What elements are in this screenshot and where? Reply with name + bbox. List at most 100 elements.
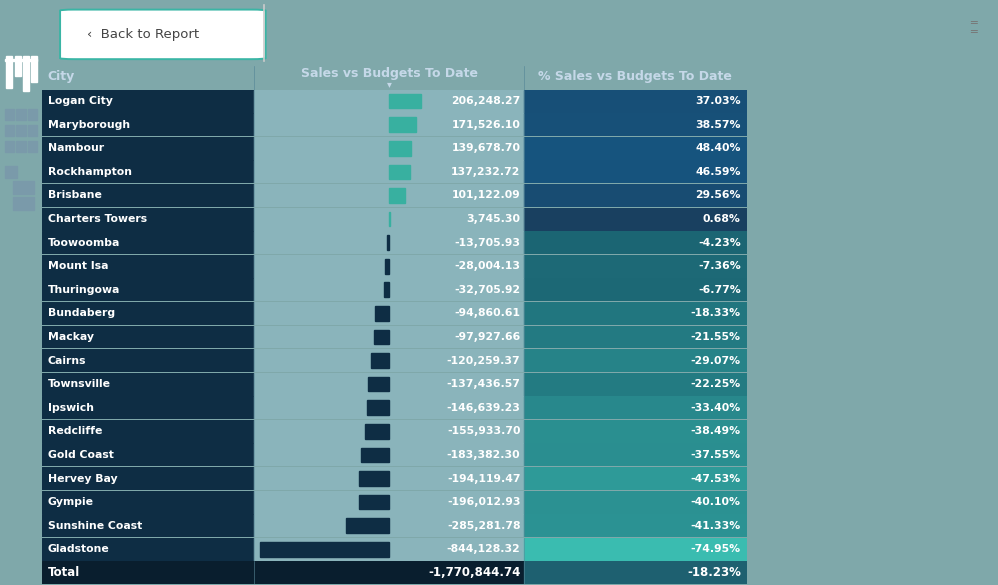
Bar	[254, 113, 524, 136]
Bar	[524, 231, 747, 254]
Text: -6.77%: -6.77%	[699, 285, 741, 295]
Text: Gladstone: Gladstone	[48, 544, 110, 554]
Text: -97,927.66: -97,927.66	[454, 332, 520, 342]
Text: 139,678.70: 139,678.70	[451, 143, 520, 153]
Bar	[28, 141, 37, 152]
Bar	[5, 166, 17, 178]
Bar	[32, 56, 37, 82]
Bar	[16, 125, 26, 136]
Text: -146,639.23: -146,639.23	[446, 402, 520, 413]
Bar	[16, 141, 26, 152]
Bar	[254, 90, 524, 112]
Text: -196,012.93: -196,012.93	[447, 497, 520, 507]
Bar	[524, 278, 747, 301]
Text: ‹  Back to Report: ‹ Back to Report	[87, 28, 199, 41]
Bar	[524, 302, 747, 325]
Bar	[5, 109, 14, 120]
Text: -155,933.70: -155,933.70	[447, 426, 520, 436]
Bar	[254, 302, 524, 325]
Text: -18.33%: -18.33%	[691, 308, 741, 318]
Text: -285,281.78: -285,281.78	[447, 521, 520, 531]
Bar	[524, 467, 747, 490]
Bar	[524, 90, 747, 112]
Bar	[524, 420, 747, 443]
Bar	[28, 109, 37, 120]
Bar	[384, 283, 389, 297]
Bar	[42, 208, 254, 230]
Bar	[385, 259, 389, 274]
Text: -41.33%: -41.33%	[691, 521, 741, 531]
Bar	[254, 373, 524, 395]
Bar	[42, 443, 254, 466]
Bar	[13, 181, 34, 194]
Text: -47.53%: -47.53%	[691, 473, 741, 484]
Bar	[371, 353, 389, 368]
Bar	[5, 125, 14, 136]
Bar	[374, 306, 389, 321]
Text: ▾: ▾	[387, 80, 391, 90]
Text: 37.03%: 37.03%	[696, 96, 741, 106]
Bar	[42, 137, 254, 160]
Text: 48.40%: 48.40%	[696, 143, 741, 153]
Bar	[254, 514, 524, 537]
Bar	[254, 325, 524, 349]
Bar	[524, 325, 747, 349]
Bar	[524, 208, 747, 230]
Text: Sales vs Budgets To Date: Sales vs Budgets To Date	[300, 67, 478, 80]
Bar	[16, 109, 26, 120]
Bar	[524, 514, 747, 537]
Text: -7.36%: -7.36%	[699, 261, 741, 271]
Bar	[524, 113, 747, 136]
Bar	[366, 400, 389, 415]
Text: -21.55%: -21.55%	[691, 332, 741, 342]
Bar	[254, 231, 524, 254]
Bar	[524, 137, 747, 160]
Bar	[524, 562, 747, 584]
Bar	[524, 255, 747, 278]
Text: -74.95%: -74.95%	[691, 544, 741, 554]
Bar	[359, 495, 389, 510]
Text: 38.57%: 38.57%	[696, 120, 741, 130]
Bar	[42, 90, 254, 112]
Bar	[254, 420, 524, 443]
Text: Townsville: Townsville	[48, 379, 111, 389]
Bar	[254, 562, 524, 584]
Bar	[524, 184, 747, 207]
FancyBboxPatch shape	[60, 9, 265, 59]
Text: -13,705.93: -13,705.93	[454, 238, 520, 247]
Bar	[254, 467, 524, 490]
Bar	[6, 56, 12, 88]
Bar	[359, 471, 389, 486]
Text: Gold Coast: Gold Coast	[48, 450, 114, 460]
Text: -18.23%: -18.23%	[687, 566, 741, 579]
Bar	[28, 125, 37, 136]
Bar	[254, 278, 524, 301]
Bar	[42, 538, 254, 560]
Text: Bundaberg: Bundaberg	[48, 308, 115, 318]
Text: -37.55%: -37.55%	[691, 450, 741, 460]
Bar	[524, 349, 747, 372]
Text: Gympie: Gympie	[48, 497, 94, 507]
Text: -94,860.61: -94,860.61	[454, 308, 520, 318]
Bar	[42, 184, 254, 207]
Bar	[254, 538, 524, 560]
Text: -1,770,844.74: -1,770,844.74	[428, 566, 520, 579]
Text: Mackay: Mackay	[48, 332, 94, 342]
Bar	[524, 373, 747, 395]
Text: Brisbane: Brisbane	[48, 191, 102, 201]
Bar	[254, 208, 524, 230]
Text: 206,248.27: 206,248.27	[451, 96, 520, 106]
Bar	[389, 188, 405, 203]
Bar	[254, 491, 524, 514]
Text: Hervey Bay: Hervey Bay	[48, 473, 117, 484]
Bar	[254, 443, 524, 466]
Text: 3,745.30: 3,745.30	[466, 214, 520, 224]
Text: -33.40%: -33.40%	[691, 402, 741, 413]
Bar	[13, 197, 34, 210]
Bar	[389, 118, 415, 132]
Bar	[254, 255, 524, 278]
Bar	[23, 56, 29, 91]
Text: -137,436.57: -137,436.57	[446, 379, 520, 389]
Bar	[42, 325, 254, 349]
Bar	[524, 160, 747, 183]
